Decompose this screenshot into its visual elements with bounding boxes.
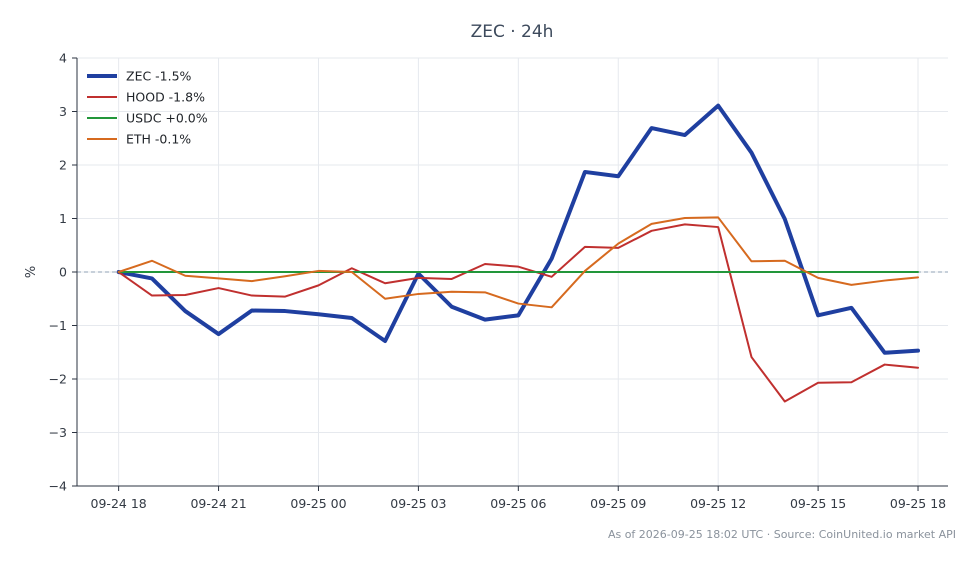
- series-line-1: [117, 223, 920, 403]
- legend-label: HOOD -1.8%: [126, 90, 205, 105]
- x-tick-label: 09-25 03: [390, 496, 446, 511]
- legend: ZEC -1.5% HOOD -1.8% USDC +0.0% ETH -0.1%: [87, 69, 208, 147]
- chart-title: ZEC · 24h: [471, 22, 554, 42]
- y-tick-label: 4: [59, 51, 67, 66]
- series-line-0: [116, 103, 921, 355]
- y-tick-label: −3: [49, 425, 67, 440]
- legend-label: ETH -0.1%: [126, 132, 191, 147]
- x-tick-label: 09-24 21: [190, 496, 246, 511]
- x-tick-label: 09-25 09: [590, 496, 646, 511]
- y-tick-label: 3: [59, 104, 67, 119]
- x-tick-label: 09-24 18: [91, 496, 147, 511]
- legend-label: ZEC -1.5%: [126, 69, 192, 84]
- series-line-3: [117, 216, 920, 309]
- y-tick-label: 1: [59, 211, 67, 226]
- series-lines: [116, 103, 921, 403]
- y-tick-label: −4: [49, 479, 67, 494]
- y-tick-label: −1: [49, 318, 67, 333]
- y-tick-label: 2: [59, 158, 67, 173]
- x-tick-label: 09-25 12: [690, 496, 746, 511]
- y-axis-label: %: [24, 266, 39, 278]
- x-tick-label: 09-25 00: [290, 496, 346, 511]
- x-tick-label: 09-25 06: [490, 496, 546, 511]
- axes: 4 3 2 1 0 −1 −2 −3 −4 09-24 18 09-24 21 09-25 00 09-…: [49, 51, 948, 511]
- x-tick-label: 09-25 15: [790, 496, 846, 511]
- legend-label: USDC +0.0%: [126, 111, 208, 126]
- source-footer: As of 2026-09-25 18:02 UTC · Source: Coi…: [608, 528, 956, 541]
- y-tick-label: −2: [49, 372, 67, 387]
- y-tick-label: 0: [59, 265, 67, 280]
- x-tick-label: 09-25 18: [890, 496, 946, 511]
